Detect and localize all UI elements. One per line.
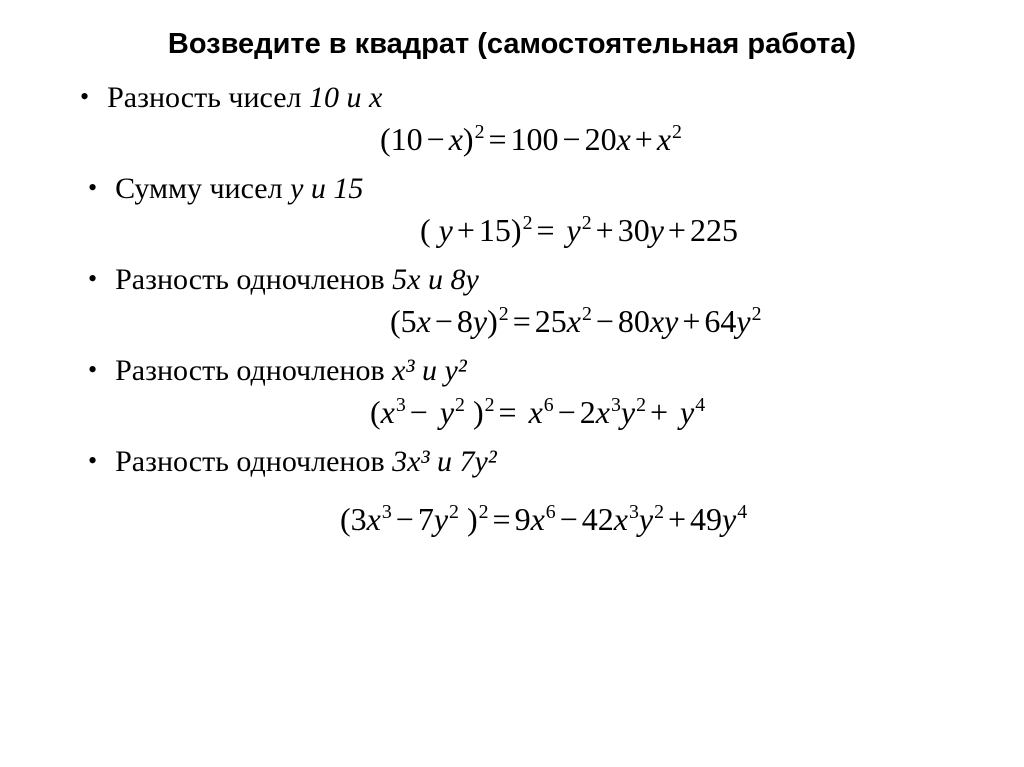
equation: ( y+15)2= y2+30y+225 <box>420 212 738 249</box>
bullet-icon: • <box>80 84 89 110</box>
prompt-plain: Разность одночленов <box>115 354 392 387</box>
bullet-icon: • <box>88 266 97 292</box>
prompt-plain: Разность одночленов <box>115 445 392 478</box>
prompt-plain: Разность одночленов <box>115 263 392 296</box>
exercise-prompt: Сумму чисел у и 15 <box>115 172 363 206</box>
equation: (5x−8y)2=25x2−80xy+64y2 <box>390 303 761 340</box>
equation-wrap: (10−x)2=100−20x+x2 <box>40 115 984 168</box>
exercise-item: • Разность одночленов 5х и 8у (5x−8y)2=2… <box>40 263 984 350</box>
bullet-icon: • <box>88 448 97 474</box>
equation-wrap: (x3− y2 )2= x6−2x3y2+ y4 <box>40 388 984 441</box>
exercise-prompt: Разность одночленов х³ и у² <box>115 354 467 388</box>
exercise-prompt-line: • Разность чисел 10 и х <box>40 81 984 115</box>
exercise-prompt-line: • Разность одночленов 3х³ и 7у² <box>40 445 984 479</box>
equation: (10−x)2=100−20x+x2 <box>380 121 682 158</box>
prompt-italic: 5х и 8у <box>392 263 479 296</box>
prompt-italic: 3х³ и 7у² <box>392 445 497 478</box>
equation: (3x3−7y2 )2=9x6−42x3y2+49y4 <box>340 501 747 538</box>
prompt-italic: х³ и у² <box>392 354 467 387</box>
worksheet-page: Возведите в квадрат (самостоятельная раб… <box>0 0 1024 548</box>
bullet-icon: • <box>88 175 97 201</box>
page-title: Возведите в квадрат (самостоятельная раб… <box>40 28 984 61</box>
prompt-italic: у и 15 <box>290 172 363 205</box>
exercise-prompt: Разность одночленов 5х и 8у <box>115 263 479 297</box>
exercise-prompt: Разность одночленов 3х³ и 7у² <box>115 445 497 479</box>
equation-wrap: ( y+15)2= y2+30y+225 <box>40 206 984 259</box>
exercise-item: • Разность чисел 10 и х (10−x)2=100−20x+… <box>40 81 984 168</box>
prompt-italic: 10 и х <box>309 81 382 114</box>
equation: (x3− y2 )2= x6−2x3y2+ y4 <box>370 394 705 431</box>
equation-wrap: (5x−8y)2=25x2−80xy+64y2 <box>40 297 984 350</box>
exercise-prompt-line: • Сумму чисел у и 15 <box>40 172 984 206</box>
exercise-item: • Сумму чисел у и 15 ( y+15)2= y2+30y+22… <box>40 172 984 259</box>
exercise-prompt: Разность чисел 10 и х <box>107 81 382 115</box>
exercise-item: • Разность одночленов 3х³ и 7у² (3x3−7y2… <box>40 445 984 548</box>
prompt-plain: Разность чисел <box>107 81 309 114</box>
exercise-prompt-line: • Разность одночленов х³ и у² <box>40 354 984 388</box>
exercise-item: • Разность одночленов х³ и у² (x3− y2 )2… <box>40 354 984 441</box>
bullet-icon: • <box>88 357 97 383</box>
exercise-prompt-line: • Разность одночленов 5х и 8у <box>40 263 984 297</box>
equation-wrap: (3x3−7y2 )2=9x6−42x3y2+49y4 <box>40 479 984 548</box>
prompt-plain: Сумму чисел <box>115 172 290 205</box>
